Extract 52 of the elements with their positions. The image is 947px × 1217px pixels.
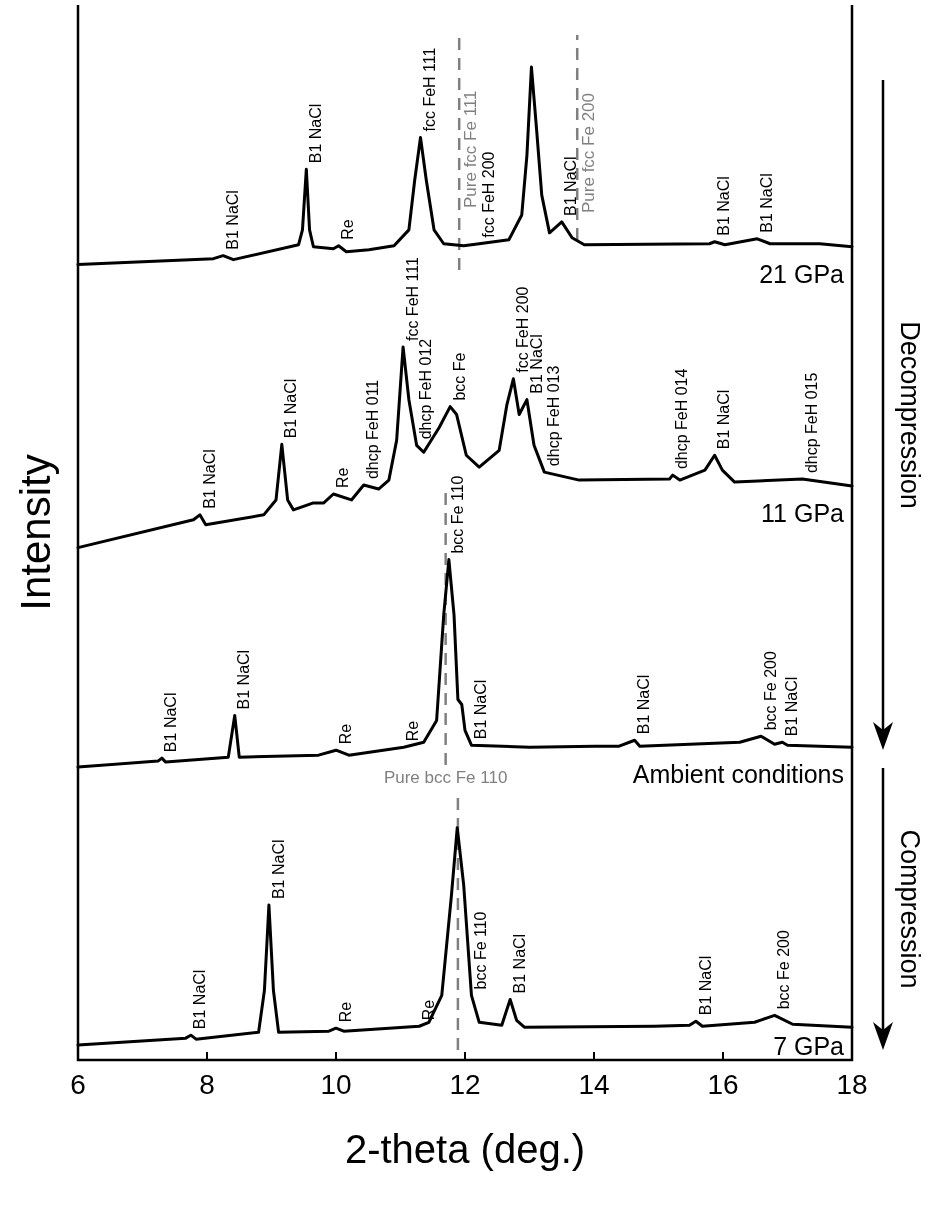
annotation: fcc FeH 111 <box>421 47 439 132</box>
annotation: Re <box>339 219 357 240</box>
annotation: bcc Fe 200 <box>775 930 793 1010</box>
annotation: B1 NaCl <box>715 176 733 236</box>
series-label: Ambient conditions <box>632 760 844 789</box>
annotation: B1 NaCl <box>510 933 528 994</box>
annotation: Re <box>404 720 422 742</box>
annotation: bcc Fe 200 <box>761 651 779 731</box>
annotation: B1 NaCl <box>200 449 218 509</box>
annotation: B1 NaCl <box>162 692 180 753</box>
annotation: bcc Fe 110 <box>472 911 490 990</box>
text: Decompression <box>895 321 925 509</box>
ref-line-label: Pure fcc Fe 200 <box>579 92 599 213</box>
annotation: B1 NaCl <box>696 955 714 1016</box>
x-tick-label: 14 <box>578 1069 610 1100</box>
annotation: B1 NaCl <box>282 378 300 439</box>
annotation: bcc Fe 110 <box>449 475 467 554</box>
annotation: B1 NaCl <box>782 676 800 737</box>
annotation: B1 NaCl <box>269 839 287 900</box>
legend-label: 7 GPa <box>773 1032 845 1060</box>
annotation: fcc FeH 200 <box>479 151 497 238</box>
x-tick-label: 12 <box>449 1069 481 1100</box>
x-tick-label: 10 <box>320 1069 352 1100</box>
annotation: Re <box>334 467 352 488</box>
annotation: dhcp FeH 014 <box>673 368 691 470</box>
annotation: bcc Fe <box>450 352 468 401</box>
annotation: B1 NaCl <box>191 969 209 1030</box>
annotation: dhcp FeH 013 <box>544 365 562 467</box>
annotation: B1 NaCl <box>562 156 580 216</box>
annotation: B1 NaCl <box>306 103 324 164</box>
annotation: B1 NaCl <box>235 649 253 710</box>
annotation: B1 NaCl <box>635 674 653 735</box>
ref-line-label: Pure fcc Fe 111 <box>461 90 481 208</box>
y-axis-title: Intensity <box>12 454 59 611</box>
x-tick-label: 6 <box>70 1069 86 1100</box>
annotation: Re <box>336 1001 354 1023</box>
annotation: B1 NaCl <box>715 389 733 450</box>
series-label: 11 GPa <box>761 499 845 528</box>
annotation: dhcp FeH 011 <box>364 379 382 480</box>
annotation: B1 NaCl <box>223 190 241 250</box>
annotation: B1 NaCl <box>472 679 490 740</box>
annotation: Re <box>336 723 354 745</box>
ref-line-label: Pure bcc Fe 110 <box>383 768 508 787</box>
annotation: dhcp FeH 015 <box>802 372 820 474</box>
x-axis-title: 2-theta (deg.) <box>344 1127 586 1171</box>
annotation: B1 NaCl <box>757 173 775 233</box>
annotation: dhcp FeH 012 <box>417 338 435 440</box>
text: Compression <box>895 829 925 989</box>
x-tick-label: 8 <box>199 1069 215 1100</box>
x-tick-label: 18 <box>836 1069 868 1100</box>
series-label: 21 GPa <box>759 259 845 288</box>
x-tick-label: 16 <box>707 1069 739 1100</box>
